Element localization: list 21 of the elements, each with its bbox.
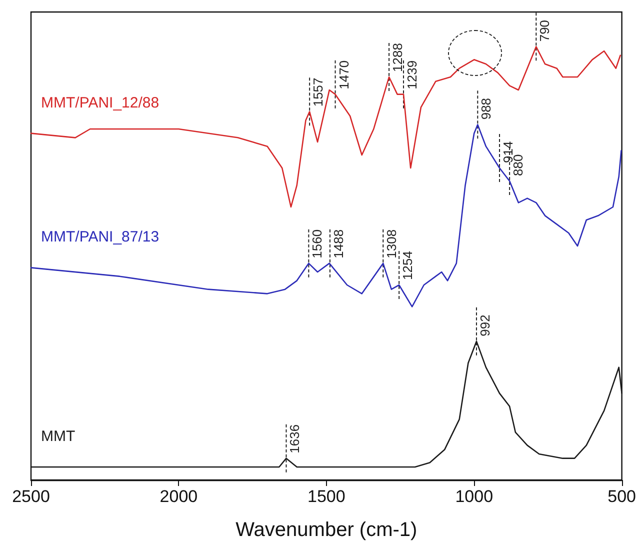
annotation: 1288 bbox=[390, 43, 406, 72]
series-label: MMT/PANI_12/88 bbox=[41, 94, 160, 112]
annotation: 1636 bbox=[287, 424, 302, 454]
annotation: 1488 bbox=[330, 229, 346, 258]
x-tick-label: 1000 bbox=[455, 487, 494, 506]
series-label: MMT bbox=[41, 428, 76, 445]
x-tick-label: 500 bbox=[608, 487, 636, 506]
series-label: MMT/PANI_87/13 bbox=[41, 228, 160, 246]
annotation: 1560 bbox=[310, 229, 325, 258]
x-axis-title: Wavenumber (cm-1) bbox=[236, 519, 418, 541]
annotation: 790 bbox=[537, 20, 552, 42]
x-tick-label: 1500 bbox=[307, 487, 346, 506]
annotation: 1470 bbox=[336, 60, 352, 90]
annotation: 1308 bbox=[384, 229, 400, 258]
x-tick-label: 2500 bbox=[12, 487, 50, 506]
annotation: 988 bbox=[478, 98, 494, 120]
annotation: 1254 bbox=[400, 251, 416, 280]
annotation: 1557 bbox=[310, 78, 326, 107]
x-tick-label: 2000 bbox=[160, 487, 198, 506]
annotation: 1239 bbox=[404, 60, 420, 90]
annotation: 992 bbox=[477, 314, 492, 336]
